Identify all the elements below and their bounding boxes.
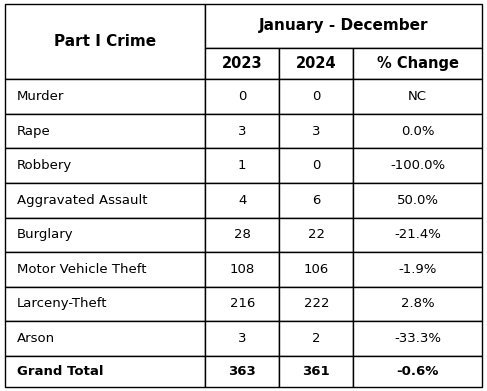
Bar (280, 356, 353, 387)
Text: 106: 106 (304, 263, 329, 276)
Bar (280, 321, 353, 356)
Bar (206, 252, 280, 287)
Bar (280, 79, 353, 114)
Bar (5, 79, 206, 114)
Text: 2023: 2023 (222, 56, 262, 71)
Bar (353, 356, 482, 387)
Bar (5, 114, 206, 149)
Text: Arson: Arson (17, 332, 55, 345)
Text: -21.4%: -21.4% (394, 228, 441, 241)
Text: Motor Vehicle Theft: Motor Vehicle Theft (17, 263, 147, 276)
Bar (353, 79, 482, 114)
Bar (206, 217, 280, 252)
Text: 0.0%: 0.0% (401, 125, 434, 138)
Text: Murder: Murder (17, 90, 64, 103)
Text: 22: 22 (308, 228, 325, 241)
Bar (206, 114, 280, 149)
Bar (353, 114, 482, 149)
Text: 2.8%: 2.8% (401, 298, 434, 310)
Bar (5, 4, 206, 79)
Text: Robbery: Robbery (17, 159, 72, 172)
Bar (206, 79, 280, 114)
Text: Rape: Rape (17, 125, 51, 138)
Bar (353, 183, 482, 217)
Text: 216: 216 (229, 298, 255, 310)
Bar (206, 48, 280, 79)
Text: 4: 4 (238, 194, 246, 207)
Text: 3: 3 (312, 125, 320, 138)
Bar (206, 356, 280, 387)
Bar (5, 287, 206, 321)
Text: 2: 2 (312, 332, 320, 345)
Text: -33.3%: -33.3% (394, 332, 441, 345)
Bar (206, 321, 280, 356)
Text: 363: 363 (228, 365, 256, 378)
Bar (280, 114, 353, 149)
Text: Grand Total: Grand Total (17, 365, 104, 378)
Text: % Change: % Change (377, 56, 459, 71)
Bar (206, 4, 482, 48)
Text: January - December: January - December (259, 18, 429, 34)
Bar (5, 217, 206, 252)
Text: 3: 3 (238, 332, 246, 345)
Bar (353, 149, 482, 183)
Text: 1: 1 (238, 159, 246, 172)
Bar (206, 287, 280, 321)
Bar (353, 48, 482, 79)
Bar (280, 183, 353, 217)
Bar (5, 321, 206, 356)
Text: 2024: 2024 (296, 56, 337, 71)
Bar (5, 149, 206, 183)
Bar (206, 149, 280, 183)
Text: 3: 3 (238, 125, 246, 138)
Bar (280, 252, 353, 287)
Bar (353, 252, 482, 287)
Bar (280, 149, 353, 183)
Text: 0: 0 (312, 159, 320, 172)
Bar (5, 356, 206, 387)
Text: Aggravated Assault: Aggravated Assault (17, 194, 148, 207)
Bar (5, 183, 206, 217)
Text: 222: 222 (303, 298, 329, 310)
Bar (206, 183, 280, 217)
Bar (280, 217, 353, 252)
Text: 50.0%: 50.0% (397, 194, 439, 207)
Text: 0: 0 (238, 90, 246, 103)
Text: -100.0%: -100.0% (390, 159, 445, 172)
Text: NC: NC (408, 90, 427, 103)
Text: 361: 361 (302, 365, 330, 378)
Text: 6: 6 (312, 194, 320, 207)
Bar (280, 48, 353, 79)
Bar (353, 217, 482, 252)
Text: Larceny-Theft: Larceny-Theft (17, 298, 108, 310)
Text: 0: 0 (312, 90, 320, 103)
Text: 108: 108 (230, 263, 255, 276)
Text: -0.6%: -0.6% (396, 365, 439, 378)
Bar (353, 321, 482, 356)
Bar (353, 287, 482, 321)
Text: Burglary: Burglary (17, 228, 74, 241)
Text: -1.9%: -1.9% (398, 263, 437, 276)
Bar (5, 252, 206, 287)
Text: Part I Crime: Part I Crime (54, 34, 156, 49)
Text: 28: 28 (234, 228, 251, 241)
Bar (280, 287, 353, 321)
